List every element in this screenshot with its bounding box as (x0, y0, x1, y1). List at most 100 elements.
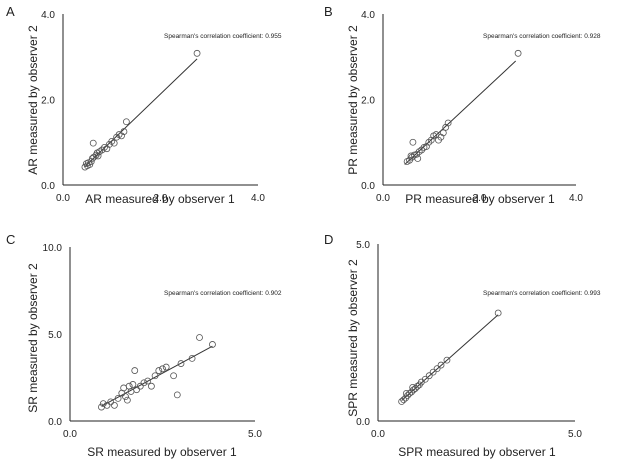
y-tick-label: 5.0 (48, 330, 62, 341)
data-point (173, 391, 181, 399)
correlation-annotation: Spearman's correlation coefficient: 0.95… (164, 33, 282, 40)
data-point (103, 401, 111, 409)
y-tick-label: 0.0 (48, 417, 62, 428)
data-point (113, 133, 121, 141)
y-tick-label: 0.0 (356, 417, 370, 428)
data-point (90, 153, 98, 161)
data-point (494, 309, 502, 317)
axes (382, 14, 576, 186)
x-tick-labels: 0.0 2.0 4.0 (56, 193, 265, 204)
y-tick-label: 0.0 (41, 181, 55, 192)
data-point (400, 396, 408, 404)
x-tick-labels: 0.0 5.0 (63, 429, 262, 440)
data-point (188, 354, 196, 362)
data-point (409, 383, 417, 391)
data-point (402, 389, 410, 397)
data-point (107, 398, 115, 406)
data-point (120, 384, 128, 392)
y-tick-labels: 0.0 5.0 (356, 240, 370, 428)
axes (377, 244, 575, 422)
data-point (151, 372, 159, 380)
data-point (177, 360, 185, 367)
x-tick-labels: 0.0 2.0 4.0 (376, 193, 583, 204)
data-point (155, 367, 163, 374)
panel-c: C 0.0 5.0 0.0 5.0 10.0 SR measured by ob… (6, 232, 282, 459)
plot-marks (403, 49, 522, 165)
x-tick-label: 2.0 (473, 193, 487, 204)
data-point (196, 334, 203, 341)
correlation-annotation: Spearman's correlation coefficient: 0.99… (483, 290, 601, 297)
y-tick-label: 4.0 (361, 10, 375, 21)
data-point (83, 160, 90, 168)
data-point (147, 382, 155, 390)
data-point (406, 389, 413, 397)
data-point (408, 388, 415, 396)
data-point (131, 367, 139, 374)
x-tick-labels: 0.0 5.0 (371, 429, 582, 440)
y-tick-labels: 0.0 5.0 10.0 (43, 243, 63, 428)
data-point (407, 152, 415, 160)
y-tick-labels: 0.0 2.0 4.0 (361, 10, 375, 192)
y-axis-label: SR measured by observer 2 (26, 263, 40, 413)
y-tick-labels: 0.0 2.0 4.0 (41, 10, 55, 192)
panel-d: D 0.0 5.0 0.0 5.0 SPR measured by observ… (324, 232, 601, 459)
x-tick-label: 4.0 (251, 193, 265, 204)
x-tick-label: 0.0 (371, 429, 385, 440)
data-point (437, 361, 445, 369)
x-tick-label: 0.0 (63, 429, 77, 440)
data-point (429, 368, 437, 376)
regression-line (84, 58, 198, 167)
y-axis-label: SPR measured by observer 2 (346, 259, 360, 417)
data-point (433, 365, 441, 373)
data-point (133, 386, 141, 394)
data-point (193, 49, 201, 57)
panel-b: B 0.0 2.0 4.0 0.0 2.0 4.0 PR measured by… (324, 4, 601, 206)
data-point (89, 139, 97, 147)
data-point (122, 118, 130, 126)
data-point (122, 393, 129, 401)
regression-line (401, 314, 499, 401)
data-point (88, 155, 96, 162)
plot-marks (398, 309, 502, 405)
data-point (162, 363, 170, 371)
data-point (425, 372, 433, 380)
panel-letter: D (324, 232, 333, 247)
data-point (123, 396, 131, 404)
x-tick-label: 0.0 (56, 193, 70, 204)
data-point (140, 379, 148, 387)
data-point (170, 372, 178, 380)
x-tick-label: 4.0 (569, 193, 583, 204)
regression-line (101, 345, 213, 407)
axes (62, 14, 258, 186)
data-point (114, 394, 122, 402)
correlation-annotation: Spearman's correlation coefficient: 0.90… (164, 290, 282, 297)
data-point (414, 155, 422, 162)
data-point (413, 382, 421, 390)
plot-marks (81, 49, 201, 171)
correlation-annotation: Spearman's correlation coefficient: 0.92… (483, 33, 601, 40)
y-tick-label: 2.0 (41, 96, 55, 107)
data-point (444, 119, 452, 127)
y-axis-label: PR measured by observer 2 (346, 25, 360, 175)
data-point (144, 377, 152, 385)
data-point (514, 49, 522, 57)
data-point (209, 341, 216, 348)
data-point (98, 403, 105, 411)
data-point (439, 129, 447, 137)
x-tick-label: 0.0 (376, 193, 390, 204)
y-tick-label: 0.0 (361, 181, 375, 192)
panel-letter: B (324, 4, 333, 19)
data-point (129, 381, 137, 388)
y-tick-label: 10.0 (43, 243, 63, 254)
data-point (110, 139, 118, 147)
data-point (98, 146, 106, 154)
panel-a: A 0.0 2.0 4.0 0.0 2.0 4.0 AR measured by… (6, 4, 282, 206)
x-axis-label: PR measured by observer 1 (405, 192, 555, 206)
x-axis-label: SPR measured by observer 1 (398, 445, 556, 459)
x-axis-label: AR measured by observer 1 (85, 192, 235, 206)
y-axis-label: AR measured by observer 2 (26, 25, 40, 175)
y-tick-label: 2.0 (361, 96, 375, 107)
panel-letter: C (6, 232, 15, 247)
data-point (425, 138, 433, 146)
